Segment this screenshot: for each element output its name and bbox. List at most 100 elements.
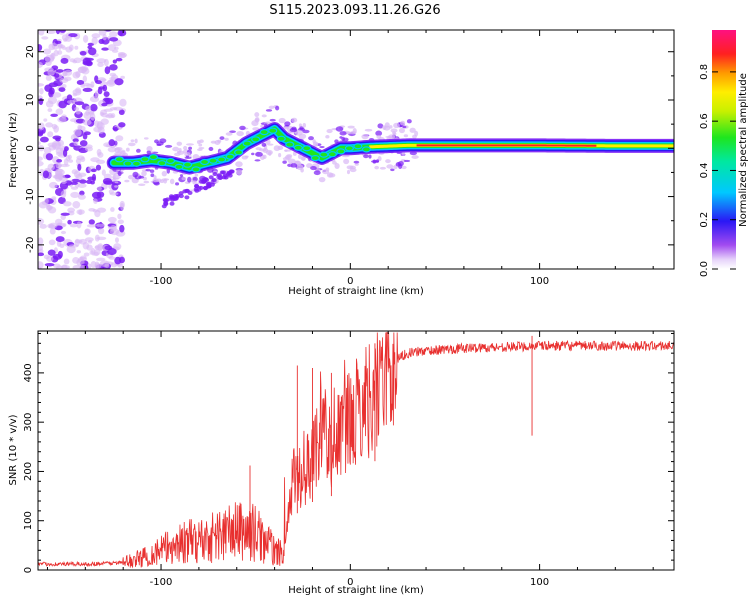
halo-dot: [339, 136, 343, 139]
noise-dot: [47, 131, 54, 138]
noise-dot: [103, 180, 114, 185]
halo-dot: [284, 149, 288, 152]
noise-dot: [61, 180, 67, 184]
noise-dot: [97, 227, 105, 235]
noise-dot: [54, 40, 62, 45]
noise-dot: [55, 108, 64, 115]
noise-dot: [90, 103, 98, 112]
x-tick-label: 0: [347, 276, 353, 287]
noise-dot: [79, 256, 88, 262]
branch-dot: [174, 195, 180, 200]
noise-dot: [74, 101, 85, 106]
colorbar-tick-label: 0.6: [699, 113, 710, 129]
halo-dot: [277, 145, 284, 151]
noise-dot: [118, 122, 126, 128]
noise-dot: [93, 126, 102, 133]
noise-dot: [47, 163, 56, 171]
noise-dot: [46, 255, 54, 262]
halo-dot: [403, 134, 409, 138]
noise-dot: [96, 148, 102, 156]
y-tick-label: -10: [25, 188, 36, 204]
noise-dot: [114, 237, 119, 243]
ridge-blob: [225, 153, 235, 160]
halo-dot: [275, 105, 280, 111]
halo-dot: [335, 126, 344, 132]
x-tick-label: -100: [150, 577, 173, 588]
noise-dot: [49, 228, 56, 235]
halo-dot: [149, 169, 155, 173]
noise-dot: [88, 47, 97, 56]
noise-dot: [45, 30, 56, 35]
noise-dot: [76, 221, 82, 229]
halo-dot: [346, 165, 354, 170]
halo-dot: [286, 154, 293, 158]
halo-dot: [145, 168, 151, 172]
halo-dot: [198, 146, 205, 150]
halo-dot: [361, 134, 369, 140]
ridge-blob: [208, 157, 218, 164]
halo-dot: [172, 146, 180, 152]
noise-dot: [38, 83, 45, 87]
noise-dot: [120, 202, 125, 211]
halo-dot: [284, 121, 291, 127]
halo-dot: [176, 150, 182, 154]
snr-y-axis-label: SNR (10 * v/v): [8, 414, 19, 485]
x-tick-label: 100: [530, 276, 549, 287]
noise-dot: [74, 238, 80, 247]
noise-dot: [71, 169, 79, 175]
x-tick-label: -100: [150, 276, 173, 287]
noise-dot: [72, 201, 81, 209]
noise-dot: [42, 170, 50, 179]
noise-dot: [118, 30, 124, 36]
noise-dot: [66, 99, 76, 104]
noise-dot: [44, 54, 55, 63]
branch-dot: [212, 172, 218, 177]
noise-dot: [113, 106, 123, 111]
noise-dot: [109, 192, 119, 196]
halo-dot: [251, 152, 255, 156]
halo-dot: [390, 128, 398, 133]
noise-dot: [47, 96, 58, 105]
noise-dot: [115, 135, 124, 142]
ridge-blob: [310, 154, 320, 162]
noise-dot: [62, 70, 67, 77]
halo-dot: [302, 123, 306, 128]
ridge-blob: [123, 160, 133, 167]
ridge-blob: [234, 149, 244, 156]
noise-dot: [48, 144, 56, 151]
noise-dot: [63, 201, 72, 207]
halo-dot: [265, 139, 271, 145]
noise-dot: [73, 128, 82, 137]
snr-x-axis-label: Height of straight line (km): [288, 585, 424, 596]
halo-dot: [406, 119, 412, 124]
noise-dot: [63, 76, 72, 82]
y-tick-label: 200: [23, 462, 34, 481]
halo-dot: [291, 117, 298, 123]
noise-dot: [41, 36, 49, 40]
noise-dot: [57, 173, 63, 181]
noise-dot: [79, 140, 88, 147]
halo-dot: [184, 152, 191, 157]
noise-dot: [48, 87, 55, 95]
branch-dot: [198, 185, 204, 190]
noise-dot: [60, 230, 67, 235]
halo-dot: [134, 138, 138, 144]
noise-dot: [85, 84, 94, 88]
halo-dot: [319, 145, 325, 149]
halo-dot: [363, 154, 369, 159]
halo-dot: [244, 155, 249, 158]
noise-dot: [76, 80, 85, 86]
halo-dot: [236, 130, 244, 137]
x-tick-label: 0: [347, 577, 353, 588]
noise-dot: [58, 100, 67, 109]
snr-plot-area: [38, 332, 674, 569]
noise-dot: [55, 168, 65, 176]
x-tick-label: 100: [530, 577, 549, 588]
noise-dot: [55, 161, 60, 169]
ridge-blob: [302, 145, 312, 152]
halo-dot: [297, 153, 302, 160]
halo-dot: [114, 147, 121, 153]
noise-dot: [64, 146, 69, 152]
noise-dot: [107, 44, 117, 51]
halo-dot: [268, 151, 272, 157]
